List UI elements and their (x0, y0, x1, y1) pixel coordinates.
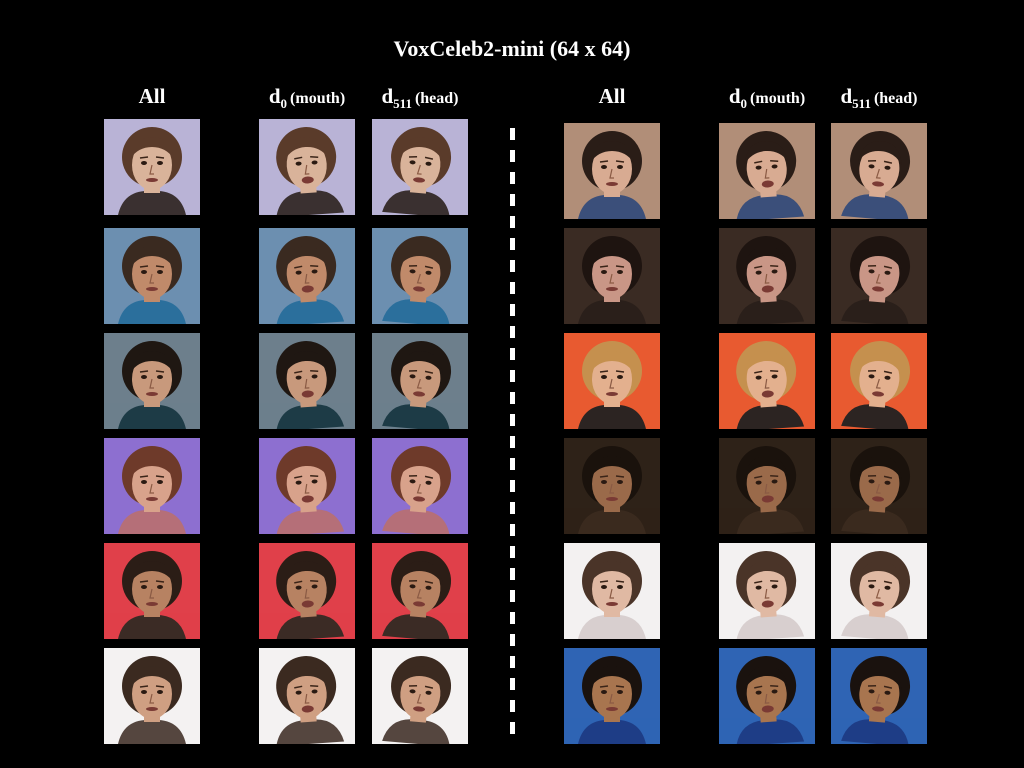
column-header-main: d (268, 84, 281, 108)
face-image-d511-head (372, 228, 468, 324)
face-image-d511-head (831, 333, 927, 429)
face-image-all (564, 333, 660, 429)
face-image-d511-head (372, 333, 468, 429)
column-header: d511 (head) (360, 84, 480, 112)
column-header: All (552, 84, 672, 109)
column-header-main: d (840, 84, 853, 108)
face-image-all (104, 228, 200, 324)
column-header: d511 (head) (819, 84, 939, 112)
face-image-d511-head (831, 438, 927, 534)
column-header-main: d (728, 84, 741, 108)
face-image-d511-head (372, 648, 468, 744)
face-image-all (564, 648, 660, 744)
face-image-d0-mouth (719, 228, 815, 324)
column-header-subscript: 0 (740, 96, 748, 111)
face-image-d511-head (831, 228, 927, 324)
face-image-d0-mouth (259, 543, 355, 639)
face-image-d0-mouth (719, 648, 815, 744)
face-image-all (104, 648, 200, 744)
face-image-d0-mouth (259, 228, 355, 324)
face-image-d511-head (372, 543, 468, 639)
face-image-d0-mouth (719, 123, 815, 219)
face-image-d511-head (372, 438, 468, 534)
face-image-d511-head (372, 119, 468, 215)
column-header: All (92, 84, 212, 109)
face-image-all (564, 228, 660, 324)
figure-title: VoxCeleb2-mini (64 x 64) (393, 36, 631, 61)
column-header: d0 (mouth) (707, 84, 827, 112)
face-image-all (104, 333, 200, 429)
column-header-main: All (138, 84, 166, 108)
column-header-note: (mouth) (750, 90, 806, 107)
column-header-note: (head) (414, 90, 459, 107)
face-image-all (564, 543, 660, 639)
face-image-all (104, 543, 200, 639)
face-image-d511-head (831, 543, 927, 639)
column-header-main: d (381, 84, 394, 108)
face-image-d511-head (831, 123, 927, 219)
face-image-d0-mouth (719, 543, 815, 639)
face-image-d0-mouth (259, 648, 355, 744)
face-image-all (104, 438, 200, 534)
column-header-subscript: 0 (280, 96, 288, 111)
face-image-d0-mouth (719, 438, 815, 534)
column-header-note: (head) (873, 90, 918, 107)
face-image-d0-mouth (259, 333, 355, 429)
column-header-main: All (598, 84, 626, 108)
divider-line (510, 128, 515, 744)
face-image-d0-mouth (259, 438, 355, 534)
face-image-all (564, 123, 660, 219)
column-header-subscript: 511 (852, 96, 871, 111)
face-image-d511-head (831, 648, 927, 744)
column-header-subscript: 511 (393, 96, 412, 111)
column-header: d0 (mouth) (247, 84, 367, 112)
face-image-all (564, 438, 660, 534)
face-image-d0-mouth (719, 333, 815, 429)
face-image-all (104, 119, 200, 215)
column-header-note: (mouth) (290, 90, 346, 107)
face-image-d0-mouth (259, 119, 355, 215)
